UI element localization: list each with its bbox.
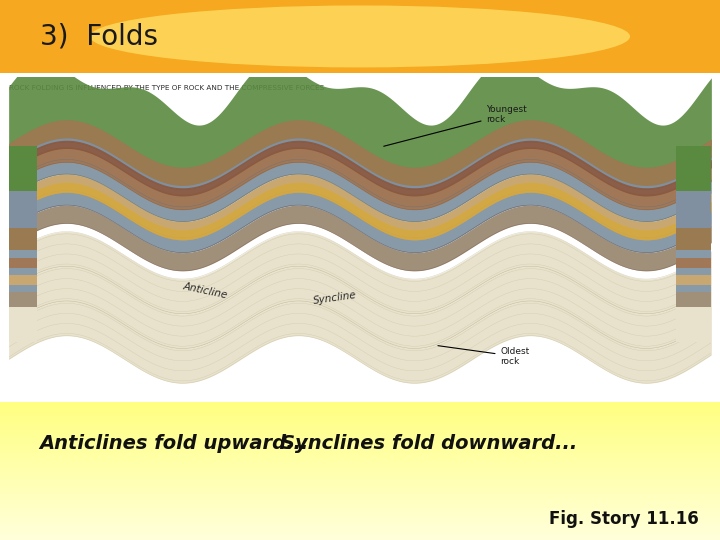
Bar — [0, 494, 720, 499]
Bar — [0, 457, 720, 462]
Text: 3)  Folds: 3) Folds — [40, 23, 158, 50]
Bar — [0, 0, 720, 73]
Bar — [0, 73, 720, 402]
Bar — [0, 448, 720, 453]
Bar — [0, 407, 720, 411]
Text: Synclines fold downward...: Synclines fold downward... — [281, 434, 577, 453]
Bar — [0, 439, 720, 444]
Bar — [0, 476, 720, 481]
Bar — [0, 499, 720, 503]
Bar — [0, 453, 720, 457]
Bar — [0, 430, 720, 434]
Bar — [0, 508, 720, 512]
Bar — [0, 512, 720, 517]
Text: Syncline: Syncline — [313, 290, 358, 306]
Bar — [0, 485, 720, 489]
Bar — [0, 481, 720, 485]
Text: Anticlines fold upward...: Anticlines fold upward... — [40, 434, 309, 453]
Bar — [0, 426, 720, 430]
Bar — [0, 416, 720, 421]
Bar — [0, 444, 720, 448]
Bar — [0, 522, 720, 526]
Text: Fig. Story 11.16: Fig. Story 11.16 — [549, 510, 698, 528]
Bar — [0, 536, 720, 540]
Bar — [0, 526, 720, 531]
Bar — [0, 471, 720, 476]
Text: ROCK FOLDING IS INFLUENCED BY THE TYPE OF ROCK AND THE COMPRESSIVE FORCES: ROCK FOLDING IS INFLUENCED BY THE TYPE O… — [9, 85, 325, 91]
Bar — [0, 462, 720, 467]
Bar — [0, 467, 720, 471]
Text: Youngest
rock: Youngest rock — [384, 105, 527, 146]
Bar — [0, 531, 720, 536]
Text: Oldest
rock: Oldest rock — [438, 346, 530, 366]
Bar — [0, 489, 720, 494]
Bar — [0, 421, 720, 426]
Bar — [0, 517, 720, 522]
Bar — [0, 434, 720, 439]
Bar — [0, 402, 720, 407]
Text: Anticline: Anticline — [182, 281, 228, 300]
Ellipse shape — [90, 5, 630, 68]
Bar — [0, 411, 720, 416]
Bar — [0, 503, 720, 508]
